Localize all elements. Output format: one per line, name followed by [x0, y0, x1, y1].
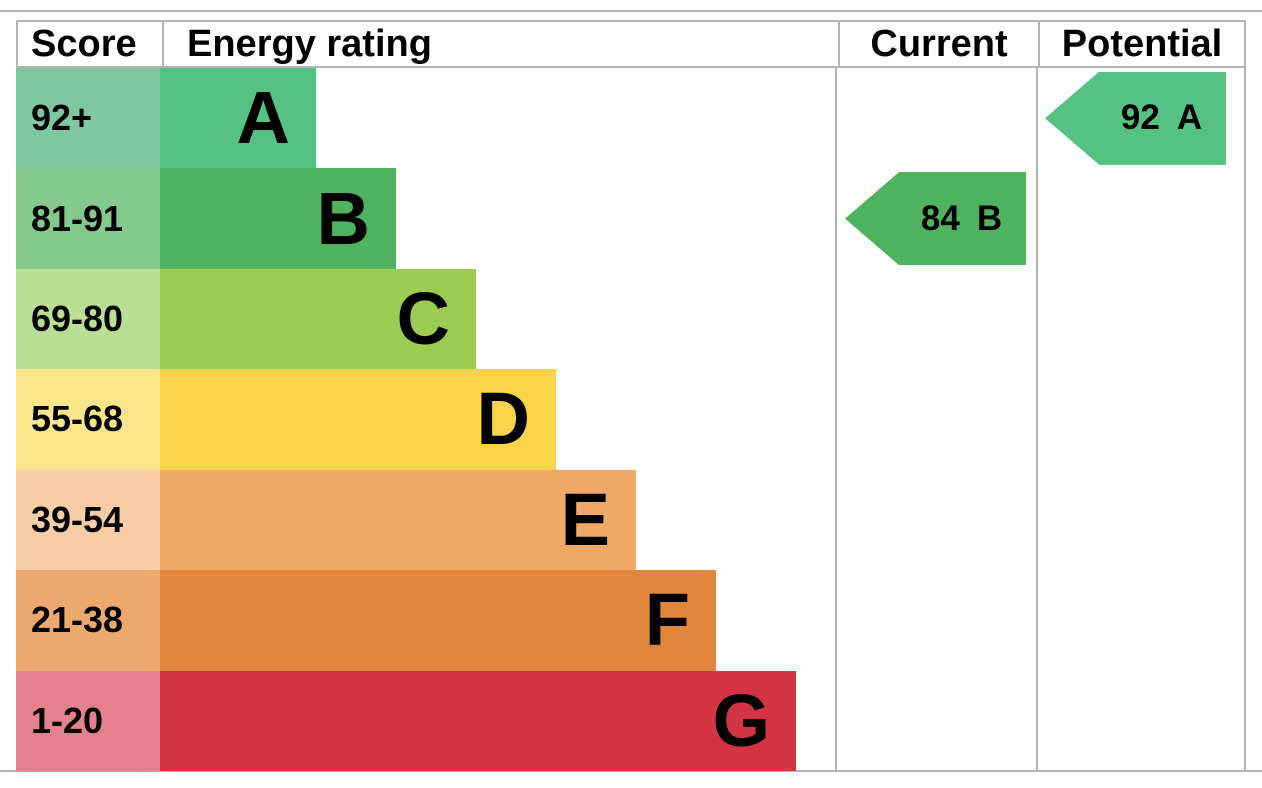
band-row-b: 81-91 B: [16, 168, 1246, 269]
table-right-border: [1244, 68, 1246, 771]
score-range-f: 21-38: [16, 570, 160, 671]
potential-rating-value: 92: [1120, 98, 1160, 138]
score-range-c: 69-80: [16, 268, 160, 370]
score-range-b: 81-91: [16, 168, 160, 269]
header-score: Score: [18, 22, 162, 66]
header-potential-label: Potential: [1061, 22, 1223, 65]
current-rating-letter: B: [976, 198, 1003, 238]
band-row-e: 39-54 E: [16, 469, 1246, 571]
band-row-g: 1-20 G: [16, 670, 1246, 771]
band-bar-c: C: [160, 268, 476, 370]
score-range-g: 1-20: [16, 670, 160, 771]
column-divider-current: [835, 68, 837, 771]
column-divider-potential: [1036, 68, 1038, 771]
score-range-e: 39-54: [16, 469, 160, 571]
band-bar-e: E: [160, 469, 636, 571]
band-bar-f: F: [160, 570, 716, 671]
band-row-f: 21-38 F: [16, 570, 1246, 671]
band-row-d: 55-68 D: [16, 369, 1246, 470]
band-row-c: 69-80 C: [16, 268, 1246, 370]
band-bar-g: G: [160, 670, 796, 771]
header-energy-rating-label: Energy rating: [187, 22, 432, 65]
bottom-border-line: [0, 770, 1262, 772]
top-border-line: [0, 10, 1262, 12]
band-row-a: 92+ A: [16, 68, 1246, 169]
current-rating-value: 84: [920, 198, 960, 238]
header-energy-rating: Energy rating: [162, 22, 838, 66]
score-range-a: 92+: [16, 68, 160, 169]
header-score-label: Score: [31, 22, 137, 65]
band-bar-d: D: [160, 369, 556, 470]
score-range-d: 55-68: [16, 369, 160, 470]
band-bar-b: B: [160, 168, 396, 269]
header-current: Current: [838, 22, 1038, 66]
band-bar-a: A: [160, 68, 316, 169]
header-potential: Potential: [1038, 22, 1244, 66]
header-row: Score Energy rating Current Potential: [16, 20, 1246, 68]
potential-rating-letter: A: [1176, 98, 1203, 138]
header-current-label: Current: [870, 22, 1008, 65]
